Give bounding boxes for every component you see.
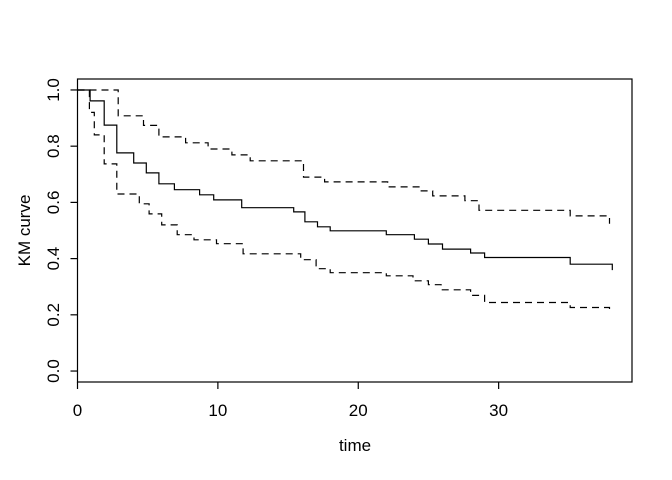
plot-box [76, 78, 633, 383]
y-tick-label: 0.0 [44, 359, 63, 383]
x-axis-title: time [339, 436, 371, 455]
x-tick-label: 10 [208, 401, 227, 420]
y-tick-label: 0.6 [44, 191, 63, 215]
y-tick-label: 1.0 [44, 78, 63, 102]
y-tick-label: 0.8 [44, 134, 63, 158]
ci-upper-line [77, 89, 611, 224]
km-curve-line [77, 89, 613, 271]
ci-lower-line [77, 89, 611, 311]
plot-generated-content: 0 10 20 30 0.0 0.2 0.4 0.6 0.8 1.0 [44, 78, 613, 420]
x-tick-label: 0 [73, 401, 82, 420]
x-tick-label: 20 [349, 401, 368, 420]
y-tick-label: 0.2 [44, 303, 63, 327]
y-axis-title: KM curve [15, 195, 34, 267]
x-tick-label: 30 [489, 401, 508, 420]
y-tick-label: 0.4 [44, 247, 63, 271]
